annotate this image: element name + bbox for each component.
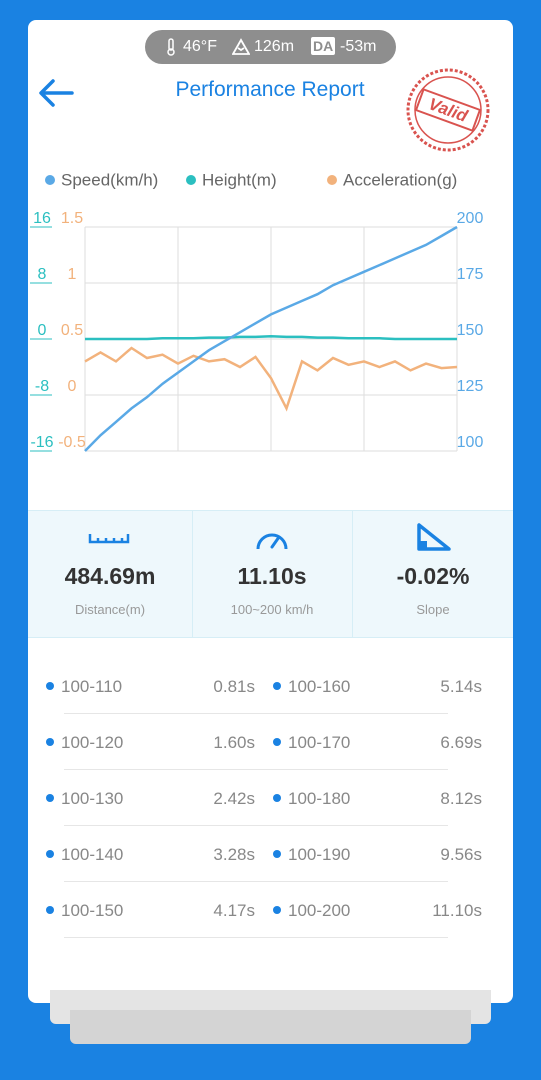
split-range: 100-110 [61,677,123,696]
stat-label: 100~200 km/h [230,602,314,617]
y-tick-label: -16 [30,434,53,451]
bullet [46,682,54,690]
legend-marker [327,175,337,185]
stats-panel: 484.69m Distance(m) 11.10s 100~200 km/h … [28,510,513,638]
bullet [46,794,54,802]
split-time: 1.60s [213,733,255,752]
stat-label: Distance(m) [74,602,146,617]
stat-value: -0.02% [396,563,470,589]
stat-label: Slope [416,602,450,617]
y-tick-label: 100 [457,434,484,451]
temperature: 46°F [183,38,217,55]
split-time: 8.12s [440,789,482,808]
stat-cell: -0.02% Slope [353,511,513,637]
y-tick-label: 1 [68,266,77,283]
split-row: 100-120 1.60s 100-170 6.69s [0,714,541,770]
split-range: 100-190 [288,845,351,864]
split-time: 5.14s [440,677,482,696]
split-time: 9.56s [440,845,482,864]
split-range: 100-130 [61,789,124,808]
split-time: 0.81s [213,677,255,696]
split-time: 4.17s [213,901,255,920]
slope-icon [417,523,451,551]
y-tick-label: 175 [457,266,484,283]
bullet [46,906,54,914]
stat-cell: 11.10s 100~200 km/h [192,511,353,637]
row-separator [64,825,448,826]
series-line [85,334,457,341]
split-range: 100-170 [288,733,351,752]
legend-marker [45,175,55,185]
bullet [46,850,54,858]
split-row: 100-130 2.42s 100-180 8.12s [0,770,541,826]
row-separator [64,881,448,882]
mountain-icon [232,38,250,55]
stat-value: 484.69m [64,563,156,589]
y-tick-label: 1.5 [61,210,83,227]
card-shadow [70,1010,471,1044]
y-tick-label: 0.5 [61,322,83,339]
legend-marker [186,175,196,185]
split-row: 100-140 3.28s 100-190 9.56s [0,826,541,882]
bullet [273,906,281,914]
series-line [84,225,458,452]
row-separator [64,937,448,938]
y-tick-label: -8 [35,378,49,395]
y-tick-label: 8 [38,266,47,283]
split-row: 100-110 0.81s 100-160 5.14s [0,658,541,714]
split-range: 100-140 [61,845,124,864]
split-time: 2.42s [213,789,255,808]
split-row: 100-150 4.17s 100-200 11.10s [0,882,541,938]
ruler-icon [88,534,130,544]
split-range: 100-160 [288,677,351,696]
row-separator [64,769,448,770]
y-tick-label: 125 [457,378,484,395]
legend-label: Acceleration(g) [343,170,457,189]
split-range: 100-200 [288,901,351,920]
chart: Speed(km/h) Height(m) Acceleration(g)10012… [30,170,484,452]
bullet [273,794,281,802]
split-range: 100-150 [61,901,124,920]
bullet [273,682,281,690]
stat-cell: 484.69m Distance(m) [28,511,193,637]
bullet [273,738,281,746]
split-time: 6.69s [440,733,482,752]
y-tick-label: 200 [457,210,484,227]
series-line [84,346,458,412]
da-badge: DA [311,37,336,55]
y-tick-label: 0 [68,378,77,395]
page-title: Performance Report [175,78,365,101]
thermometer-icon [167,38,175,56]
altitude: 126m [254,38,295,55]
y-tick-label: 16 [33,210,51,227]
status-pill: 46°F 126m DA -53m [145,30,396,64]
split-time: 3.28s [213,845,255,864]
valid-stamp: Valid [406,68,490,152]
y-tick-label: -0.5 [58,434,86,451]
density-altitude: -53m [340,38,377,55]
bullet [46,738,54,746]
back-button[interactable] [38,78,74,108]
stat-value: 11.10s [237,563,307,589]
split-time: 11.10s [432,901,482,920]
bullet [273,850,281,858]
split-range: 100-120 [61,733,124,752]
legend-label: Height(m) [202,170,277,189]
speedometer-icon [256,533,288,550]
row-separator [64,713,448,714]
split-range: 100-180 [288,789,351,808]
legend-label: Speed(km/h) [61,170,158,189]
y-tick-label: 150 [457,322,484,339]
y-tick-label: 0 [38,322,47,339]
